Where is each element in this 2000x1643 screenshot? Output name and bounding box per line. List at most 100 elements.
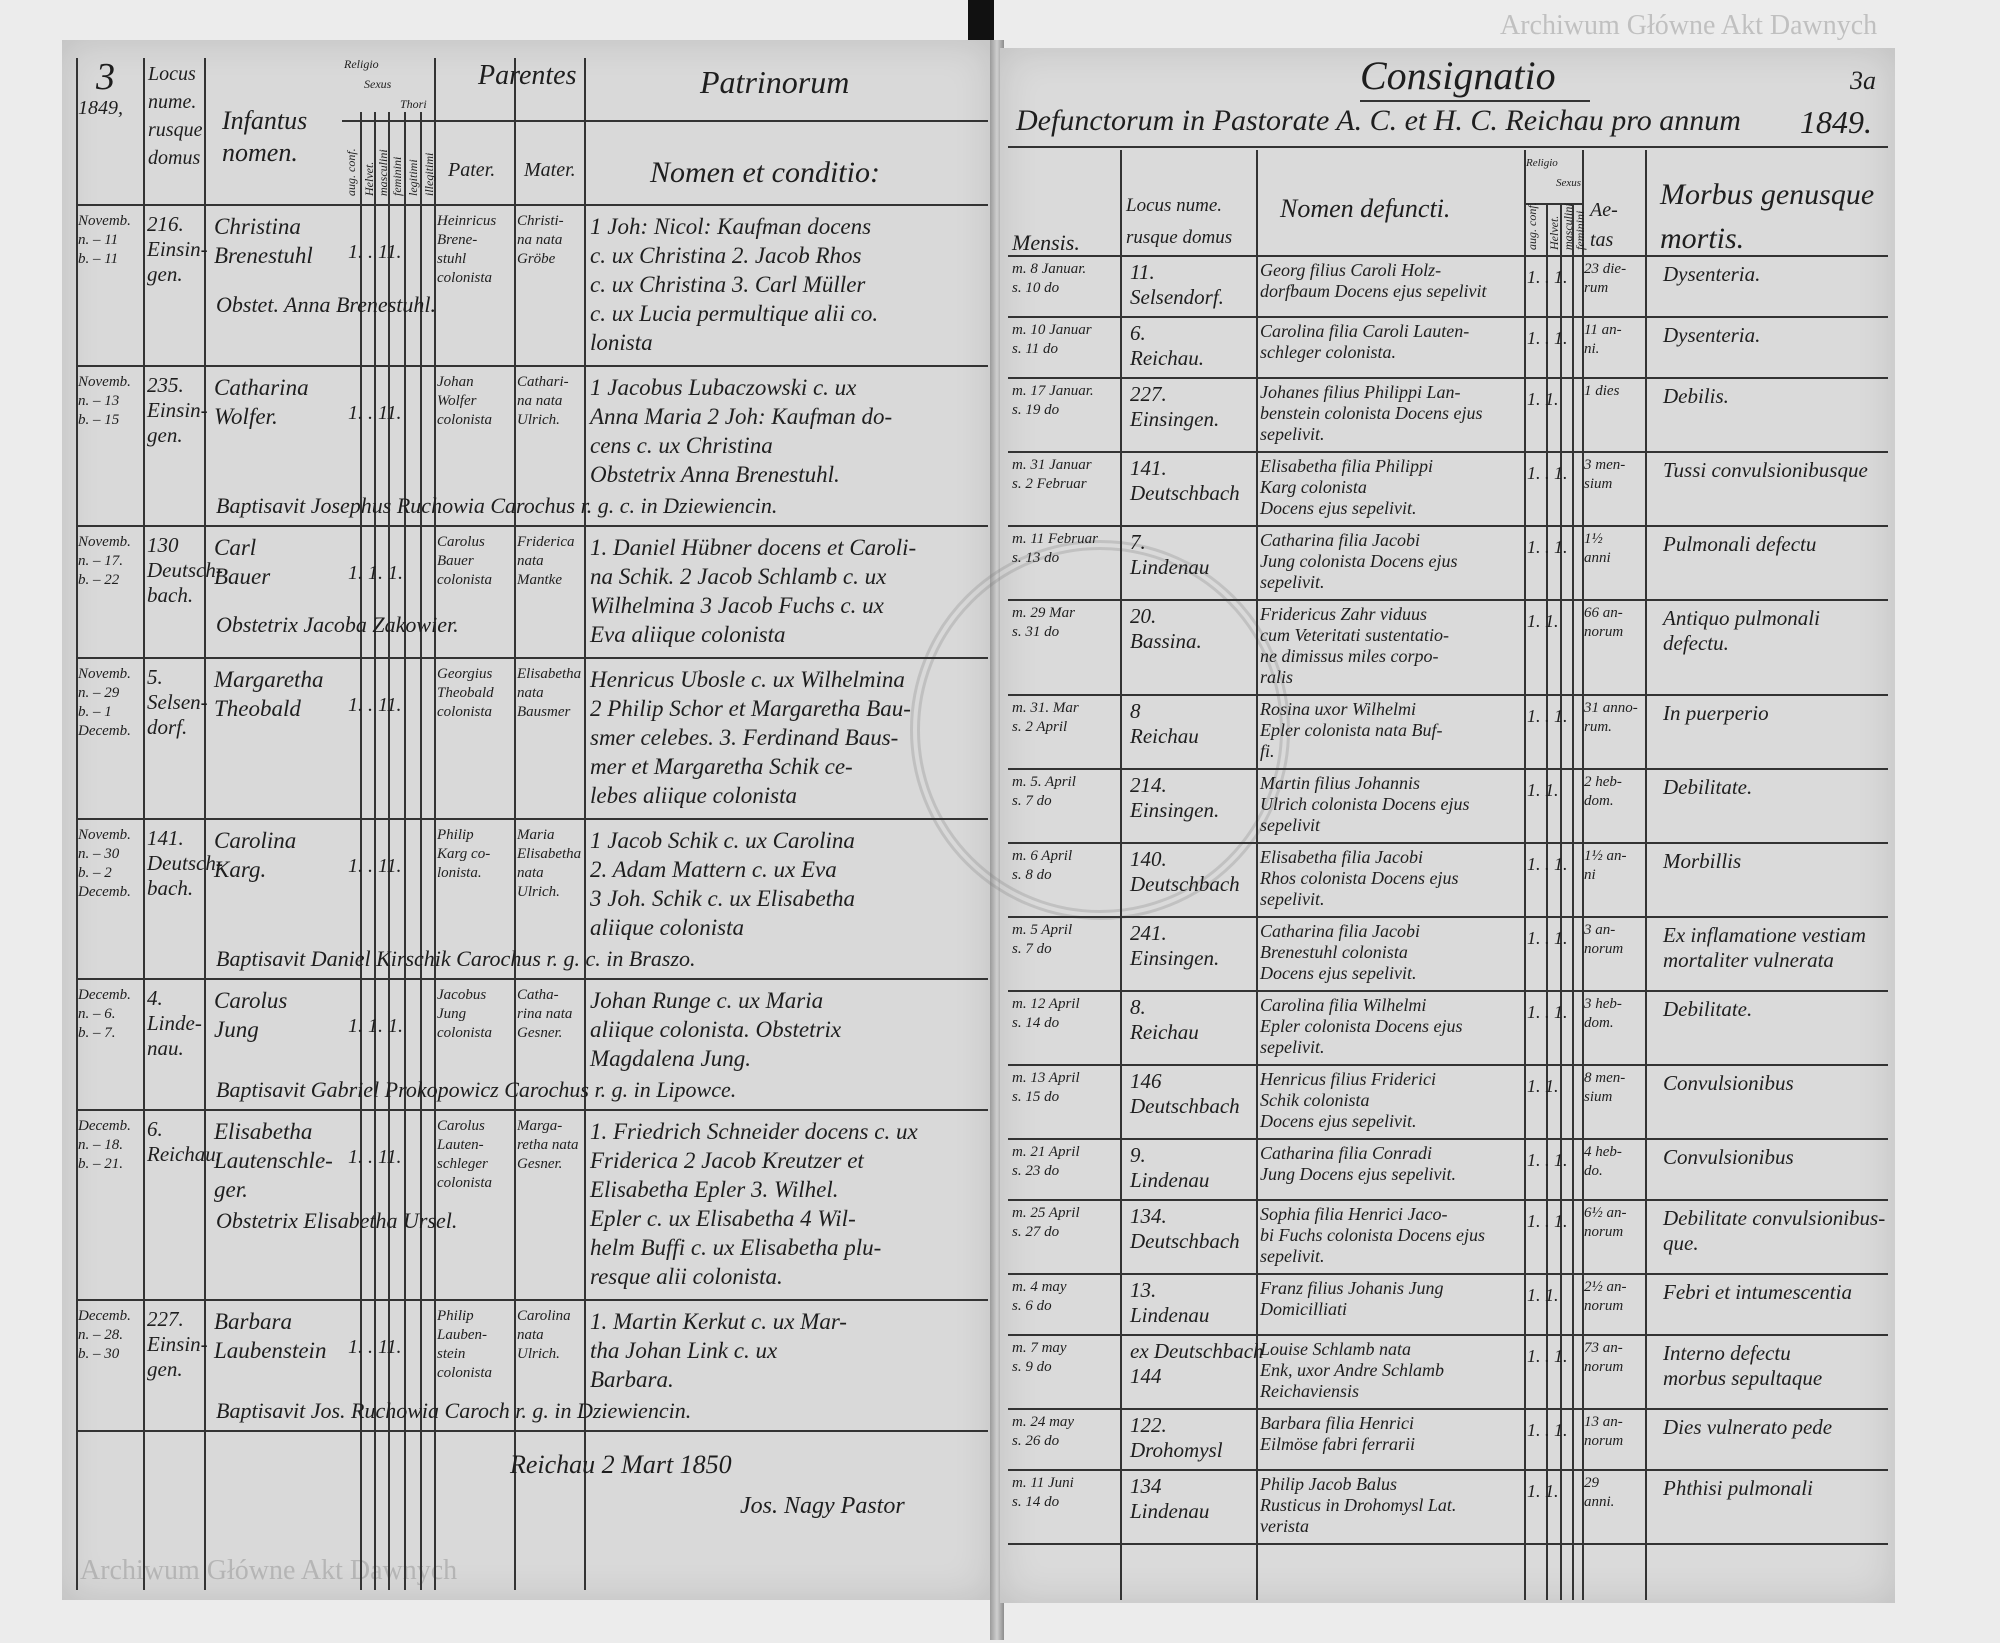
age-line: 2 heb-: [1584, 774, 1622, 790]
row-rule: [76, 1109, 988, 1111]
header-mensis: Mensis.: [1012, 230, 1080, 255]
father-name: Carolus Bauer colonista: [437, 533, 492, 590]
birth-locus-line: 141.: [147, 826, 184, 850]
age: 3 an-norum: [1584, 921, 1623, 959]
godparents: 1. Martin Kerkut c. ux Mar-tha Johan Lin…: [590, 1307, 847, 1394]
cause-of-death: In puerperio: [1663, 701, 1769, 726]
row-rule: [76, 657, 988, 659]
header-aetas: Ae-: [1590, 199, 1618, 221]
death-date-line: s. 13 do: [1012, 550, 1060, 566]
death-date-line: s. 14 do: [1012, 1494, 1060, 1510]
death-locus-line: 134: [1130, 1474, 1162, 1498]
godparents-line: Wilhelmina 3 Jacob Fuchs c. ux: [590, 593, 884, 618]
death-date-line: s. 6 do: [1012, 1298, 1052, 1314]
birth-date: Novemb. n. – 11 b. – 11: [78, 212, 131, 269]
birth-locus: 227. Einsin-gen.: [147, 1307, 208, 1382]
row-rule: [1008, 1199, 1888, 1201]
godparents-line: lebes aliique colonista: [590, 783, 797, 808]
death-date: m. 24 may s. 26 do: [1012, 1413, 1074, 1451]
age-line: 31 anno-: [1584, 700, 1638, 716]
godparents-line: Henricus Ubosle c. ux Wilhelmina: [590, 667, 905, 692]
row-rule: [1008, 916, 1888, 918]
cause-of-death-line: Convulsionibus: [1663, 1071, 1794, 1095]
godparents-line: aliique colonista: [590, 915, 744, 940]
father-name-line: schleger: [437, 1156, 488, 1172]
deceased-name: Elisabetha filia Philippi Karg colonista D…: [1260, 456, 1522, 519]
mother-name: Friderica nata Mantke: [517, 533, 575, 590]
birth-date-line: Novemb.: [78, 534, 131, 550]
register-year-right: 1849.: [1800, 104, 1872, 140]
cause-of-death: Debilitate convulsionibus-que.: [1663, 1206, 1885, 1256]
deceased-name-line: Henricus filius Friderici: [1260, 1069, 1436, 1089]
cause-of-death-line: Debilitate.: [1663, 997, 1753, 1021]
infant-name-line: Barbara: [214, 1309, 292, 1334]
death-date: m. 21 April s. 23 do: [1012, 1143, 1080, 1181]
row-rule: [1008, 377, 1888, 379]
sub-column-rule: [420, 112, 422, 1590]
birth-date-line: Decemb.: [78, 1118, 131, 1134]
birth-date-line: b. – 7.: [78, 1025, 116, 1041]
age-line: dom.: [1584, 793, 1614, 809]
father-name-line: Philip: [437, 1308, 474, 1324]
row-rule: [1008, 694, 1888, 696]
birth-date-line: Novemb.: [78, 827, 131, 843]
cause-of-death: Pulmonali defectu: [1663, 532, 1816, 557]
deceased-name-line: dorfbaum Docens ejus sepelivit: [1260, 281, 1487, 301]
cause-of-death: Dysenteria.: [1663, 323, 1760, 348]
religion-sex-marks: 1. . 11.: [348, 402, 402, 424]
death-locus-line: 146: [1130, 1069, 1162, 1093]
age-line: norum: [1584, 1359, 1624, 1375]
infant-name-line: Jung: [214, 1017, 259, 1042]
mother-name-line: Mantke: [517, 572, 562, 588]
death-locus-line: Reichau: [1130, 1020, 1199, 1044]
religion-sex-marks: 1. . 1.: [1527, 537, 1568, 557]
deceased-name-line: Elisabetha filia Philippi: [1260, 456, 1433, 476]
row-rule: [76, 1299, 988, 1301]
birth-locus-line: 216.: [147, 212, 184, 236]
deceased-name-line: verista: [1260, 1516, 1309, 1536]
sub-column-rule: [1560, 203, 1562, 1600]
godparents: 1 Jacobus Lubaczowski c. ux Anna Maria 2 …: [590, 373, 892, 489]
godparents-line: Elisabetha Epler 3. Wilhel.: [590, 1177, 839, 1202]
deceased-name-line: Rosina uxor Wilhelmi: [1260, 699, 1416, 719]
birth-date: Novemb. n. – 13 b. – 15: [78, 373, 131, 430]
godparents-line: Barbara.: [590, 1367, 674, 1392]
death-date: m. 5 April s. 7 do: [1012, 921, 1072, 959]
deceased-name-line: Catharina filia Conradi: [1260, 1143, 1433, 1163]
death-date-line: s. 7 do: [1012, 793, 1052, 809]
death-locus: 7. Lindenau: [1130, 530, 1209, 580]
religion-sex-marks: 1. . 1.: [1527, 463, 1568, 483]
birth-date-line: Novemb.: [78, 213, 131, 229]
age-line: 11 an-: [1584, 322, 1622, 338]
header-subcolumn: Helvet.: [362, 161, 376, 196]
age-line: ni.: [1584, 341, 1600, 357]
infant-name-line: Karg.: [214, 857, 267, 882]
religion-sex-marks: 1. . 1.: [1527, 1211, 1568, 1231]
death-date-line: s. 15 do: [1012, 1089, 1060, 1105]
infant-name-line: Theobald: [214, 696, 301, 721]
father-name-line: Georgius: [437, 666, 493, 682]
deceased-name: Fridericus Zahr viduus cum Veteritati sus…: [1260, 604, 1522, 688]
godparents-line: Obstetrix Anna Brenestuhl.: [590, 462, 840, 487]
header-locus: domus: [148, 147, 201, 169]
age-line: rum: [1584, 280, 1609, 296]
deceased-name-line: Elisabetha filia Jacobi: [1260, 847, 1423, 867]
infant-name-line: Catharina: [214, 375, 309, 400]
birth-locus-line: Linde-: [147, 1011, 202, 1035]
age: 2 heb-dom.: [1584, 773, 1622, 811]
death-date-line: s. 10 do: [1012, 280, 1060, 296]
religion-sex-marks: 1. 1.: [1527, 780, 1559, 800]
deceased-name-line: Sophia filia Henrici Jaco-: [1260, 1204, 1448, 1224]
age-line: 1½: [1584, 531, 1603, 547]
infant-name-line: Carolus: [214, 988, 288, 1013]
sub-column-rule: [360, 112, 362, 1590]
column-rule: [434, 58, 436, 1590]
birth-locus-line: Einsin-: [147, 398, 208, 422]
row-rule: [76, 204, 988, 206]
death-date: m. 8 Januar. s. 10 do: [1012, 260, 1086, 298]
deceased-name-line: Rusticus in Drohomysl Lat.: [1260, 1495, 1457, 1515]
death-date-line: m. 31. Mar: [1012, 700, 1079, 716]
deceased-name-line: Brenestuhl colonista: [1260, 942, 1408, 962]
column-rule: [76, 58, 78, 1590]
religion-sex-marks: 1. 1.: [1527, 1076, 1559, 1096]
